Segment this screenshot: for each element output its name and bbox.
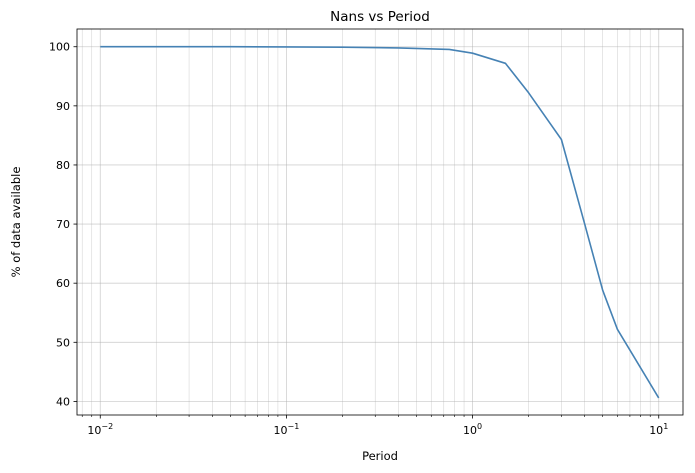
y-tick-label: 80	[56, 159, 70, 172]
y-axis: 40 50 60 70 80 90 100	[49, 41, 77, 408]
y-tick-label: 50	[56, 336, 70, 349]
x-tick-label: 10−2	[87, 422, 113, 437]
plot-area	[76, 28, 684, 416]
series-line	[100, 45, 660, 399]
x-tick-label: 10−1	[274, 422, 300, 437]
x-axis-title: Period	[362, 449, 398, 463]
series-layer	[100, 45, 660, 399]
chart-title: Nans vs Period	[330, 9, 430, 25]
y-tick-label: 70	[56, 218, 70, 231]
x-tick-label: 100	[463, 422, 482, 437]
y-tick-label: 100	[49, 41, 70, 54]
y-tick-label: 60	[56, 277, 70, 290]
x-tick-label: 101	[649, 422, 668, 437]
y-tick-label: 40	[56, 395, 70, 408]
plot-background	[77, 29, 683, 415]
x-axis: 10−2 10−1 100 101	[81, 415, 668, 437]
plot-frame	[76, 28, 684, 416]
minor-grid	[81, 29, 651, 415]
y-axis-title: % of data available	[9, 167, 23, 278]
y-tick-label: 90	[56, 100, 70, 113]
major-grid	[77, 29, 683, 415]
